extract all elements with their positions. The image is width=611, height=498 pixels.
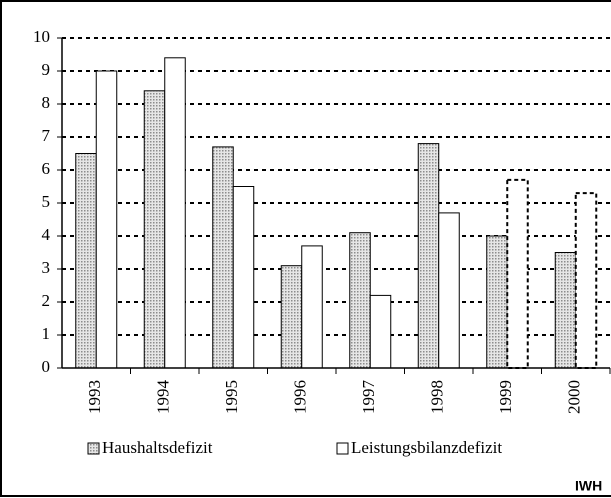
y-tick-label: 3	[42, 258, 51, 277]
legend-swatch	[336, 442, 349, 455]
y-tick-label: 1	[42, 324, 51, 343]
x-tick-label: 1995	[222, 380, 241, 414]
bar	[438, 212, 460, 369]
legend-label: Leistungsbilanzdefizit	[351, 438, 502, 457]
bar	[554, 252, 577, 369]
y-tick-label: 2	[42, 291, 51, 310]
bar	[212, 146, 234, 369]
y-tick-label: 9	[42, 60, 51, 79]
y-tick-label: 7	[42, 126, 51, 145]
x-tick-label: 1999	[496, 380, 515, 414]
y-tick-label: 0	[42, 357, 51, 376]
bar	[75, 153, 97, 369]
bar	[164, 57, 186, 369]
x-tick-label: 1993	[85, 380, 104, 414]
y-tick-label: 8	[42, 93, 51, 112]
bar	[574, 192, 598, 369]
legend-label: Haushaltsdefizit	[102, 438, 213, 457]
bar	[143, 90, 166, 369]
bar	[232, 186, 255, 369]
x-tick-label: 1994	[154, 380, 173, 415]
x-tick-label: 2000	[565, 380, 584, 414]
bar	[95, 70, 118, 369]
bar	[486, 235, 508, 369]
y-tick-label: 4	[42, 225, 51, 244]
annotation: IWH	[575, 478, 602, 494]
bar	[349, 232, 371, 369]
x-tick-label: 1998	[428, 380, 447, 414]
bar	[301, 245, 323, 369]
y-tick-label: 10	[33, 27, 50, 46]
bar	[417, 143, 440, 369]
legend-swatch	[87, 442, 100, 455]
bar	[506, 178, 529, 369]
x-tick-label: 1996	[291, 380, 310, 414]
bar	[280, 265, 303, 369]
x-tick-label: 1997	[359, 380, 378, 415]
y-tick-label: 5	[42, 192, 51, 211]
bar	[369, 294, 392, 369]
y-tick-label: 6	[42, 159, 51, 178]
